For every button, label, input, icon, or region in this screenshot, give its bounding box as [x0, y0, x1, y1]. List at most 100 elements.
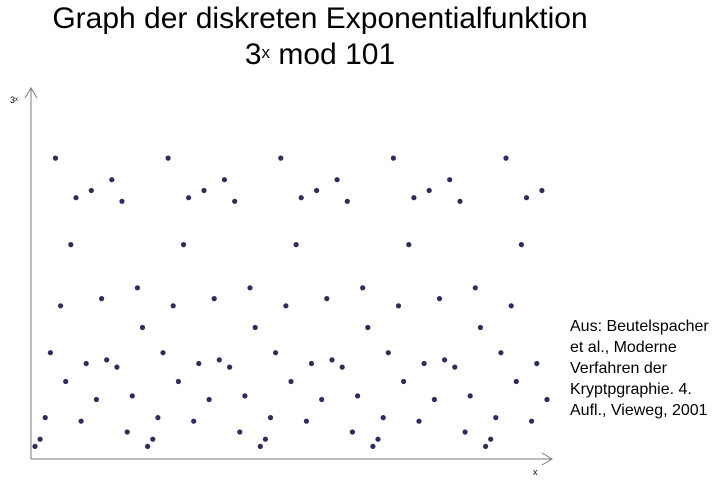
data-point — [52, 155, 59, 161]
data-point — [380, 415, 386, 421]
y-axis-label: 3ˣ — [10, 95, 18, 105]
data-point — [211, 296, 217, 302]
data-point — [498, 350, 504, 356]
y-axis-arrow — [24, 87, 38, 99]
chart-title-line2: 3x mod 101 — [0, 38, 640, 72]
data-point — [457, 198, 463, 204]
data-point — [257, 443, 263, 449]
data-point — [165, 155, 171, 161]
data-point — [319, 396, 325, 403]
data-point — [462, 429, 468, 435]
data-point — [544, 396, 550, 403]
data-point — [68, 242, 74, 248]
axes: 3ˣ x — [10, 87, 553, 477]
data-point — [47, 350, 54, 356]
data-point — [375, 436, 381, 442]
data-point — [232, 198, 238, 204]
data-point — [114, 364, 120, 370]
data-point — [329, 357, 335, 363]
data-point — [160, 350, 166, 356]
data-point — [508, 303, 514, 309]
data-point — [349, 429, 355, 435]
data-point — [88, 187, 94, 194]
data-point — [426, 187, 432, 194]
data-point — [472, 285, 478, 291]
data-point — [42, 415, 48, 421]
title-rest: mod 101 — [270, 38, 396, 71]
data-point — [355, 393, 361, 399]
data-point — [155, 415, 161, 421]
data-point — [493, 415, 499, 421]
data-point — [314, 187, 320, 194]
data-point — [93, 396, 99, 403]
data-point — [37, 436, 43, 442]
data-point — [442, 357, 448, 363]
data-point — [436, 296, 443, 302]
data-point — [124, 429, 130, 435]
data-point — [477, 324, 483, 331]
data-point — [539, 187, 545, 194]
x-axis-arrow — [541, 452, 553, 466]
data-point — [278, 155, 284, 161]
data-point — [201, 187, 207, 194]
data-point — [58, 303, 64, 309]
data-point — [421, 360, 427, 367]
data-point — [365, 324, 371, 331]
data-point — [273, 350, 279, 356]
data-point — [308, 360, 315, 367]
data-point — [180, 242, 187, 248]
data-point — [360, 285, 366, 291]
data-point — [467, 393, 473, 399]
data-point — [488, 436, 494, 442]
data-point — [534, 360, 540, 367]
data-point — [288, 378, 294, 385]
data-point — [150, 436, 156, 442]
data-point — [483, 443, 489, 449]
data-point — [293, 242, 299, 248]
data-point — [139, 324, 146, 331]
data-point — [191, 418, 197, 424]
data-point — [523, 195, 530, 201]
data-point — [370, 443, 376, 449]
data-point — [109, 177, 115, 183]
data-point — [145, 443, 151, 449]
data-point — [73, 195, 79, 201]
data-point — [447, 177, 453, 183]
data-point — [390, 155, 396, 161]
data-point — [401, 378, 407, 385]
data-point — [395, 303, 402, 309]
data-point — [129, 393, 135, 399]
source-note: Aus: Beutelspacher et al., Moderne Verfa… — [570, 318, 709, 419]
data-point — [170, 303, 176, 309]
data-point — [267, 415, 274, 421]
data-point — [385, 350, 391, 356]
data-point — [303, 418, 309, 424]
data-point — [411, 195, 417, 201]
title-exponent: x — [261, 43, 271, 62]
data-point — [298, 195, 304, 201]
data-points — [32, 155, 550, 449]
data-point — [134, 285, 140, 291]
data-point — [78, 418, 84, 424]
data-point — [83, 360, 89, 367]
data-point — [416, 418, 422, 424]
data-point — [99, 296, 105, 302]
data-point — [237, 429, 243, 435]
data-point — [518, 242, 525, 248]
data-point — [406, 242, 412, 248]
data-point — [227, 364, 233, 370]
data-point — [339, 364, 345, 370]
data-point — [247, 285, 253, 291]
data-point — [452, 364, 458, 370]
data-point — [175, 378, 181, 385]
data-point — [344, 198, 350, 204]
data-point — [334, 177, 340, 183]
data-point — [186, 195, 192, 201]
data-point — [262, 436, 268, 442]
title-base: 3 — [244, 38, 262, 71]
data-point — [63, 378, 69, 385]
data-point — [216, 357, 222, 363]
data-point — [252, 324, 258, 331]
data-point — [529, 418, 535, 424]
data-point — [242, 393, 248, 399]
